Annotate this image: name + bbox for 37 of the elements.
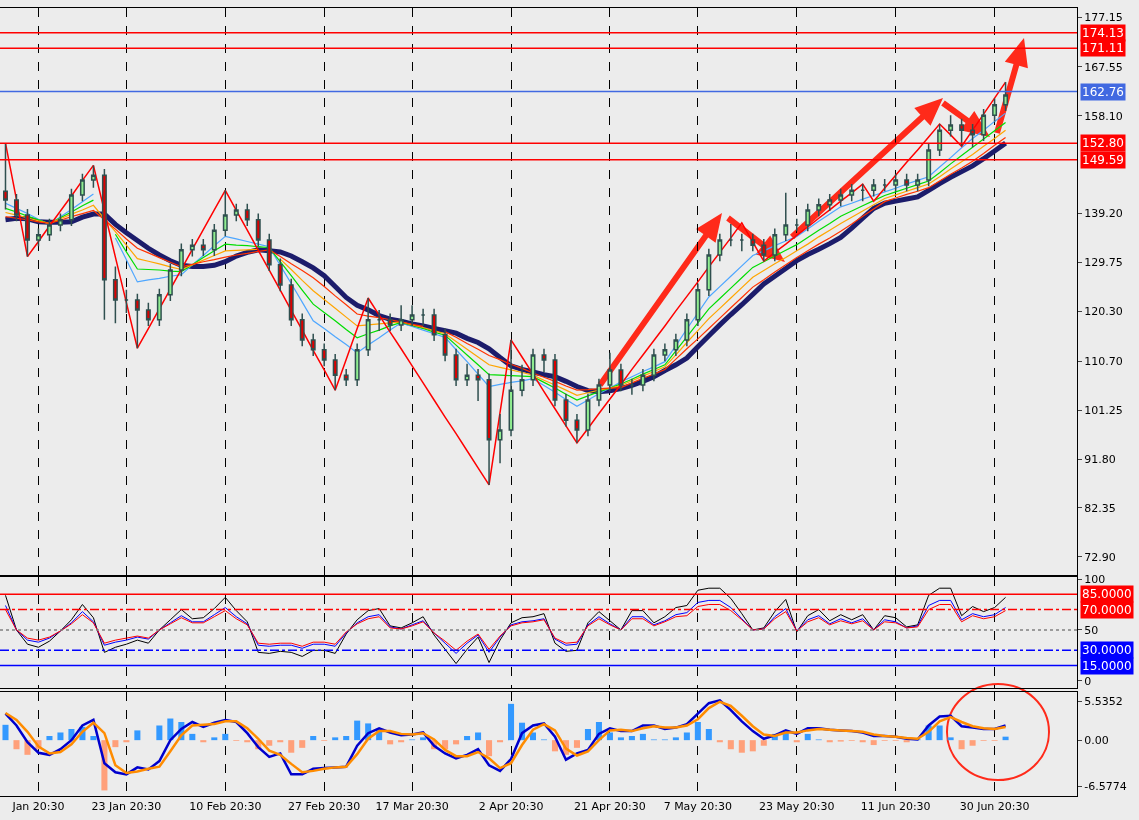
y-tick-label: 91.80 (1084, 452, 1116, 466)
y-tick-label: 129.75 (1084, 256, 1123, 270)
y-tick-label: 100 (1084, 572, 1106, 586)
y-tick-label: 167.55 (1084, 60, 1123, 74)
y-tick-label: 0 (1084, 674, 1092, 688)
y-tick-label: 139.20 (1084, 207, 1123, 221)
x-tick-label: 2 Apr 20:30 (478, 800, 544, 814)
x-tick-label: 23 May 20:30 (759, 800, 835, 814)
y-tick-label: 82.35 (1084, 501, 1116, 515)
ref-line-label: 30.0000 (1082, 643, 1132, 657)
ref-line-label: 162.76 (1082, 85, 1124, 99)
ref-line-label: 171.11 (1082, 41, 1124, 55)
y-tick-label: 5.5352 (1084, 695, 1123, 709)
ref-line-label: 174.13 (1082, 26, 1124, 40)
y-tick-label: 101.25 (1084, 403, 1123, 417)
ref-line-label: 149.59 (1082, 153, 1124, 167)
ref-line-label: 15.0000 (1082, 659, 1132, 673)
y-tick-label: 158.10 (1084, 109, 1123, 123)
y-tick-label: -6.5774 (1084, 779, 1127, 793)
y-tick-label: 72.90 (1084, 550, 1116, 564)
ref-line-label: 152.80 (1082, 136, 1124, 150)
x-tick-label: 23 Jan 20:30 (91, 800, 162, 814)
ref-line-label: 70.0000 (1082, 603, 1132, 617)
y-tick-label: 120.30 (1084, 305, 1123, 319)
y-tick-label: 110.70 (1084, 355, 1123, 368)
y-tick-label: 0.00 (1084, 734, 1109, 748)
x-tick-label: 21 Apr 20:30 (574, 800, 646, 814)
y-tick-label: 177.15 (1084, 10, 1123, 24)
x-tick-label: 30 Jun 20:30 (959, 800, 1030, 814)
x-tick-label: 10 Feb 20:30 (189, 800, 262, 814)
ref-line-label: 85.0000 (1082, 587, 1132, 601)
y-tick-label: 50 (1084, 623, 1099, 637)
x-tick-label: 7 May 20:30 (663, 800, 733, 814)
x-tick-label: 11 Jun 20:30 (860, 800, 931, 814)
x-tick-label: 27 Feb 20:30 (288, 800, 361, 814)
x-tick-label: Jan 20:30 (11, 800, 65, 814)
x-tick-label: 17 Mar 20:30 (375, 800, 449, 814)
